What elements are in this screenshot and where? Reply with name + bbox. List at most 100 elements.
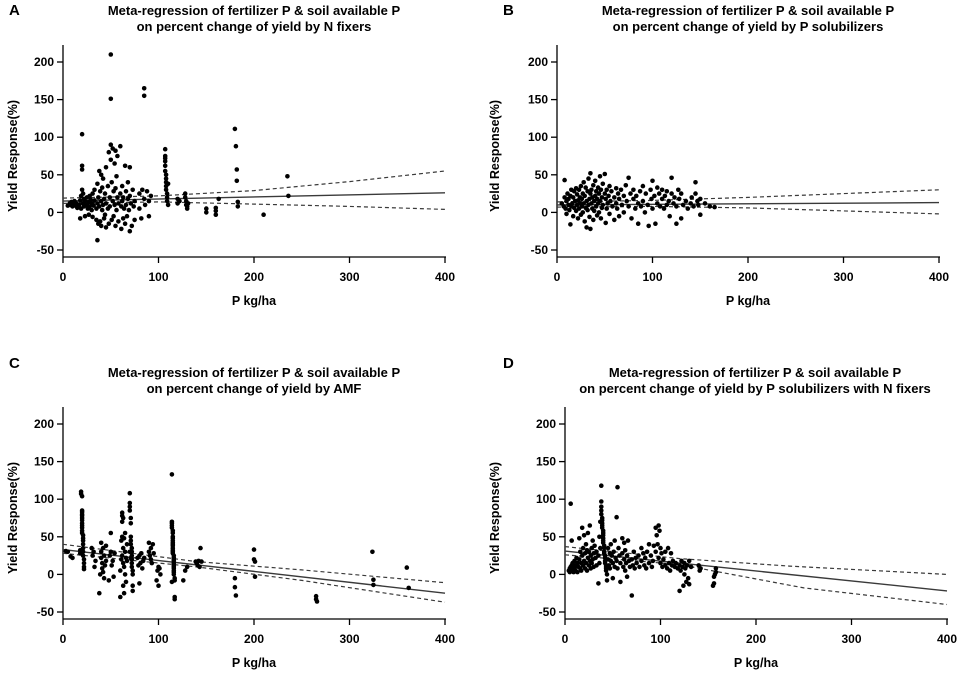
data-point (613, 201, 619, 206)
data-point (619, 202, 625, 208)
data-point (111, 213, 116, 219)
x-tick-label: 300 (339, 270, 359, 284)
data-point (674, 204, 679, 209)
data-point (656, 523, 661, 528)
data-point (111, 574, 116, 579)
data-point (216, 196, 221, 202)
data-point (114, 174, 119, 179)
data-point (588, 171, 593, 176)
x-tick-label: 400 (435, 632, 455, 646)
data-point (574, 192, 580, 197)
data-point (599, 195, 605, 200)
data-point (622, 568, 628, 573)
data-point (635, 221, 641, 226)
y-tick-label: 100 (34, 492, 54, 506)
data-point (314, 599, 320, 604)
data-point (92, 564, 97, 570)
data-point (610, 204, 615, 209)
data-point (128, 201, 134, 206)
data-point (285, 174, 290, 179)
data-point (95, 181, 100, 187)
data-point (636, 553, 641, 558)
data-point (639, 558, 644, 564)
data-point (82, 213, 88, 219)
data-point (232, 584, 238, 590)
data-point (127, 500, 133, 506)
data-point (234, 167, 240, 172)
panel-a-title-line1: Meta-regression of fertilizer P & soil a… (107, 3, 401, 18)
data-point (137, 191, 142, 196)
x-tick-label: 300 (339, 632, 359, 646)
y-tick-label: 50 (543, 530, 557, 544)
panel-d-title-line1: Meta-regression of fertilizer P & soil a… (608, 365, 902, 380)
y-tick-label: 50 (41, 168, 55, 182)
data-point (115, 153, 120, 159)
data-point (659, 551, 664, 556)
data-point (603, 220, 608, 226)
data-point (102, 212, 108, 217)
data-point (678, 191, 684, 196)
data-point (118, 191, 123, 196)
data-point (626, 204, 631, 209)
data-point (691, 204, 696, 209)
data-point (371, 582, 376, 588)
data-point (404, 565, 410, 570)
data-point (118, 143, 123, 149)
data-point (640, 198, 646, 204)
data-point (141, 93, 147, 99)
data-point (567, 207, 572, 213)
data-point (603, 568, 609, 573)
x-tick-label: 400 (929, 270, 949, 284)
data-point (583, 185, 588, 190)
data-point (232, 575, 238, 581)
data-point (673, 560, 679, 566)
data-point (615, 484, 620, 490)
data-point (89, 545, 94, 551)
data-point (576, 187, 582, 193)
data-point (171, 572, 177, 577)
data-point (668, 551, 674, 556)
data-point (110, 558, 115, 564)
data-point (612, 538, 617, 543)
data-point (688, 201, 693, 206)
data-point (144, 189, 150, 194)
data-point (649, 196, 654, 202)
data-point (123, 579, 129, 585)
data-point (618, 579, 623, 585)
data-point (683, 198, 689, 204)
data-point (655, 185, 660, 190)
data-point (631, 549, 637, 555)
data-point (122, 572, 128, 577)
data-point (686, 581, 692, 587)
data-point (103, 543, 109, 549)
x-tick-label: 0 (562, 632, 569, 646)
data-point (80, 542, 86, 547)
data-point (128, 521, 134, 526)
y-tick-label: 200 (536, 417, 556, 431)
data-point (118, 594, 123, 600)
data-point (608, 542, 614, 547)
data-point (629, 216, 634, 221)
data-point (659, 187, 665, 193)
x-axis-title: P kg/ha (726, 294, 771, 308)
data-point (70, 555, 75, 561)
panel-b-plot: -50 0 50 100 150 200 0 100 200 300 400 P kg/ha Yield… (488, 45, 949, 308)
data-point (119, 198, 125, 204)
data-point (119, 183, 125, 189)
data-point (653, 221, 658, 226)
data-point (592, 178, 598, 184)
data-point (618, 560, 623, 566)
data-point (671, 201, 676, 206)
data-point (79, 163, 85, 169)
data-point (146, 549, 152, 555)
data-point (79, 493, 85, 499)
data-point (664, 189, 670, 194)
data-point (685, 206, 691, 211)
data-point (570, 195, 576, 200)
data-point (584, 568, 590, 573)
data-point (139, 216, 144, 221)
data-point (664, 202, 670, 208)
data-point (131, 204, 136, 209)
data-point (604, 187, 609, 193)
data-point (234, 178, 240, 184)
